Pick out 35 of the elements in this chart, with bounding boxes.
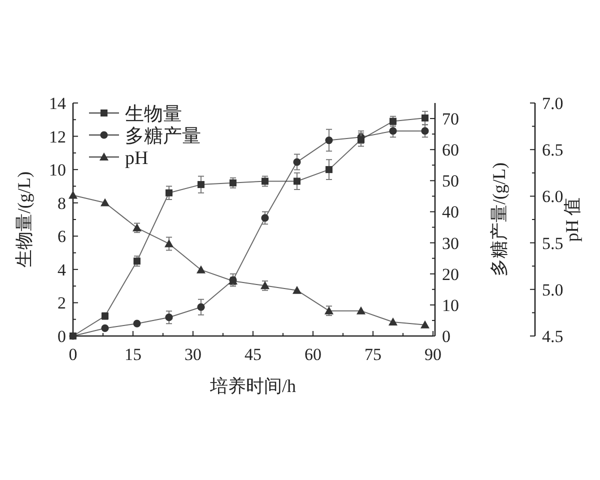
y2-tick-label: 30 — [442, 234, 459, 253]
x-tick-label: 90 — [424, 345, 442, 364]
y-tick-label: 10 — [49, 160, 66, 180]
x-tick-label: 60 — [304, 345, 322, 364]
y2-tick-label: 70 — [442, 110, 459, 129]
y3-tick-label: 7.0 — [542, 94, 564, 113]
legend-label: 多糖产量 — [125, 126, 201, 147]
y2-axis-title: 多糖产量/(g/L) — [489, 162, 509, 276]
legend-label: 生物量 — [125, 104, 182, 125]
y2-tick-label: 10 — [442, 296, 459, 315]
y-tick-label: 14 — [49, 94, 66, 113]
y2-tick-label: 50 — [442, 172, 459, 191]
y3-axis-title: pH 值 — [562, 197, 582, 242]
y-tick-label: 12 — [49, 127, 66, 146]
y-tick-label: 0 — [58, 327, 66, 346]
x-tick-label: 75 — [364, 345, 382, 364]
x-tick-label: 15 — [124, 345, 142, 364]
y-tick-label: 8 — [58, 194, 66, 213]
y2-tick-label: 60 — [442, 140, 459, 160]
y-tick-label: 2 — [58, 294, 66, 313]
y-axis-title: 生物量/(g/L) — [14, 172, 34, 268]
x-axis-title: 培养时间/h — [208, 376, 296, 396]
y2-tick-label: 20 — [442, 264, 459, 284]
y2-tick-label: 0 — [442, 327, 450, 346]
x-tick-label: 30 — [184, 345, 202, 364]
y2-tick-label: 40 — [442, 202, 459, 222]
y3-tick-label: 6.0 — [542, 187, 564, 206]
y3-tick-label: 4.5 — [542, 327, 564, 346]
y-tick-label: 4 — [58, 260, 66, 280]
y3-tick-label: 5.5 — [542, 234, 564, 253]
y3-tick-label: 6.5 — [542, 140, 564, 160]
y-tick-label: 6 — [58, 227, 66, 246]
y3-tick-label: 5.0 — [542, 280, 564, 300]
legend-label: pH — [125, 148, 148, 169]
x-tick-label: 45 — [244, 345, 262, 364]
